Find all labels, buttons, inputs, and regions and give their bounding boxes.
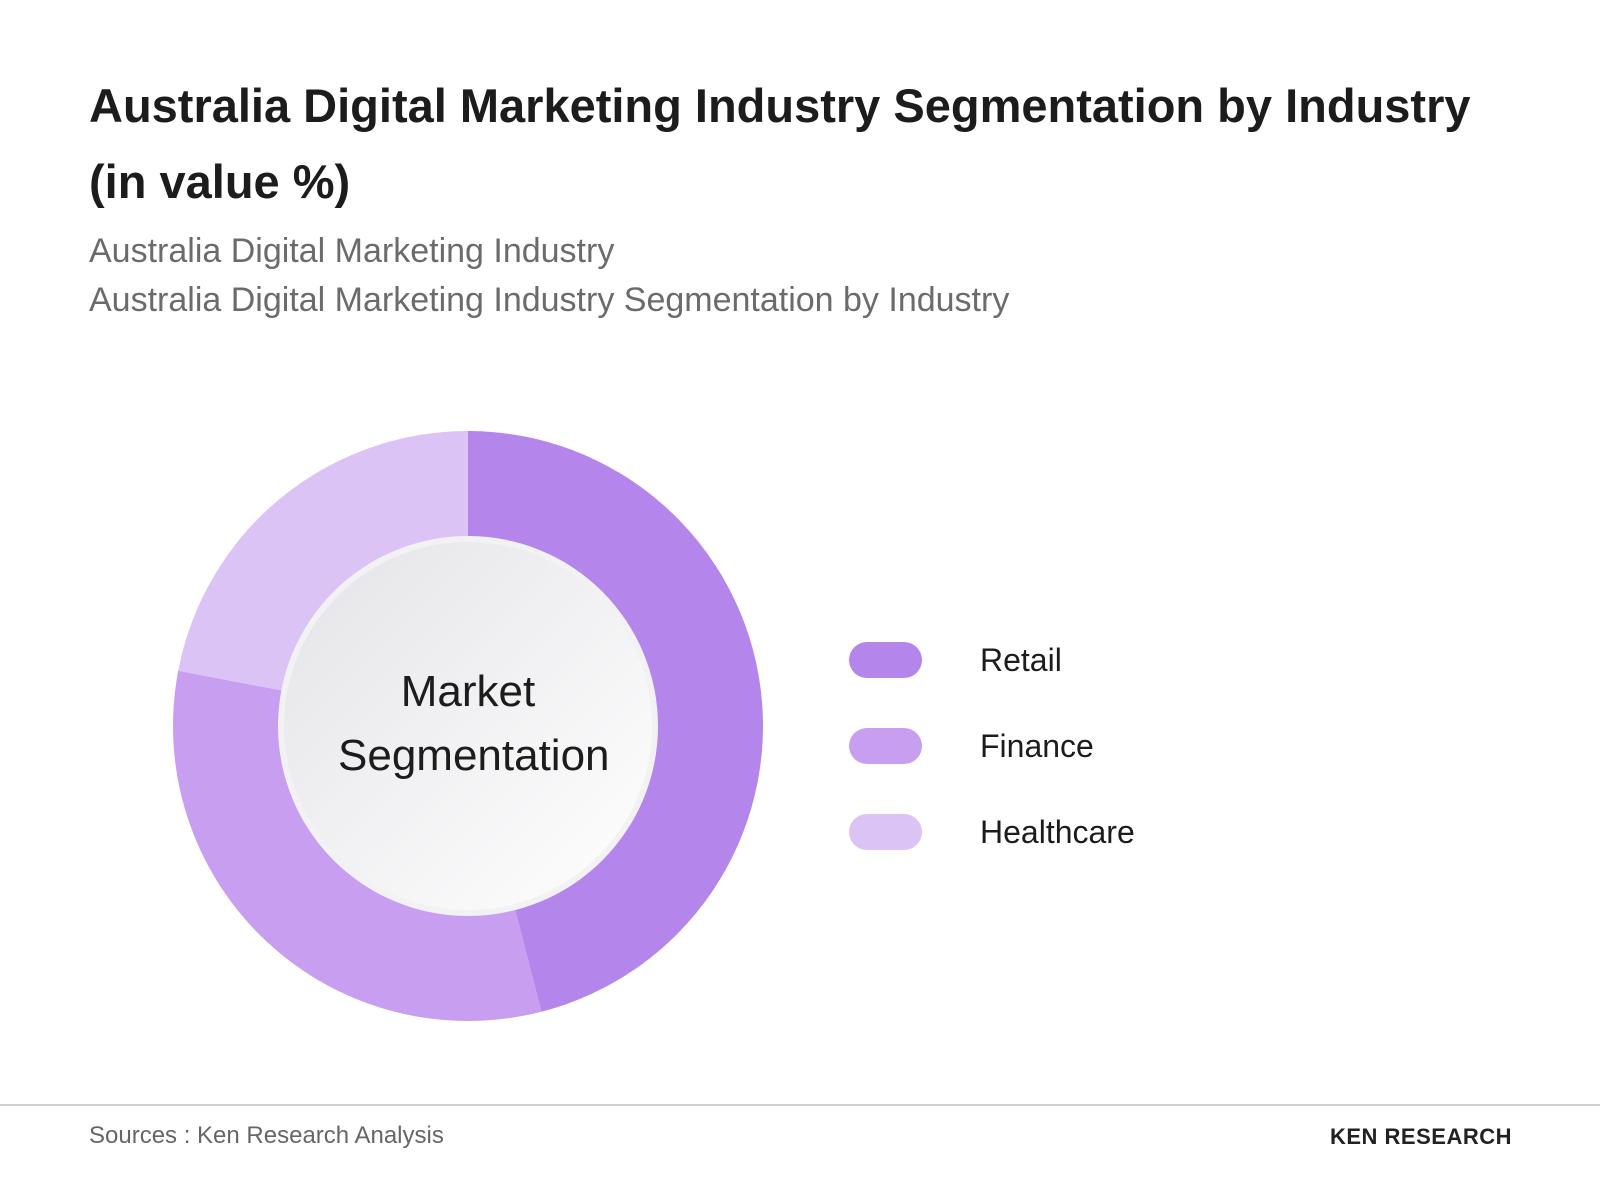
legend-label: Finance: [980, 728, 1094, 764]
legend-swatch: [849, 642, 922, 678]
center-disc: [284, 542, 652, 910]
legend-swatch: [849, 728, 922, 764]
center-label: Market Segmentation: [338, 667, 610, 780]
legend-label: Healthcare: [980, 814, 1135, 850]
subtitle: Australia Digital Marketing Industry: [89, 232, 615, 270]
legend-label: Retail: [980, 642, 1062, 678]
divider: [0, 1104, 1600, 1106]
subtitle: Australia Digital Marketing Industry Seg…: [89, 281, 1010, 319]
chart-title: Australia Digital Marketing Industry Seg…: [89, 79, 1471, 208]
brand: KEN RESEARCH: [1329, 1124, 1512, 1149]
legend-swatch: [849, 814, 922, 850]
legend: Retail Finance Healthcare: [849, 642, 1135, 850]
source: Sources : Ken Research Analysis: [89, 1122, 444, 1149]
